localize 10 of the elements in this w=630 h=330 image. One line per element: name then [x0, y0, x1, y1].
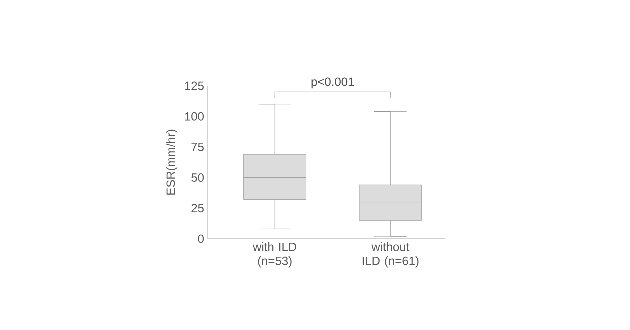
- y-tick-label: 75: [192, 143, 204, 152]
- y-tick-label: 125: [185, 82, 204, 90]
- annotation: p<0.001: [312, 78, 354, 89]
- y-tick-label: 50: [192, 174, 204, 182]
- x-tick-label: with ILD (n=53): [253, 242, 296, 268]
- y-axis-title: ESR(mm/hr): [166, 130, 178, 195]
- y-tick-label: 100: [185, 112, 204, 121]
- x-tick-label: without ILD (n=61): [362, 242, 419, 268]
- y-tick-label: 0: [198, 234, 204, 244]
- y-tick-label: 25: [192, 204, 204, 213]
